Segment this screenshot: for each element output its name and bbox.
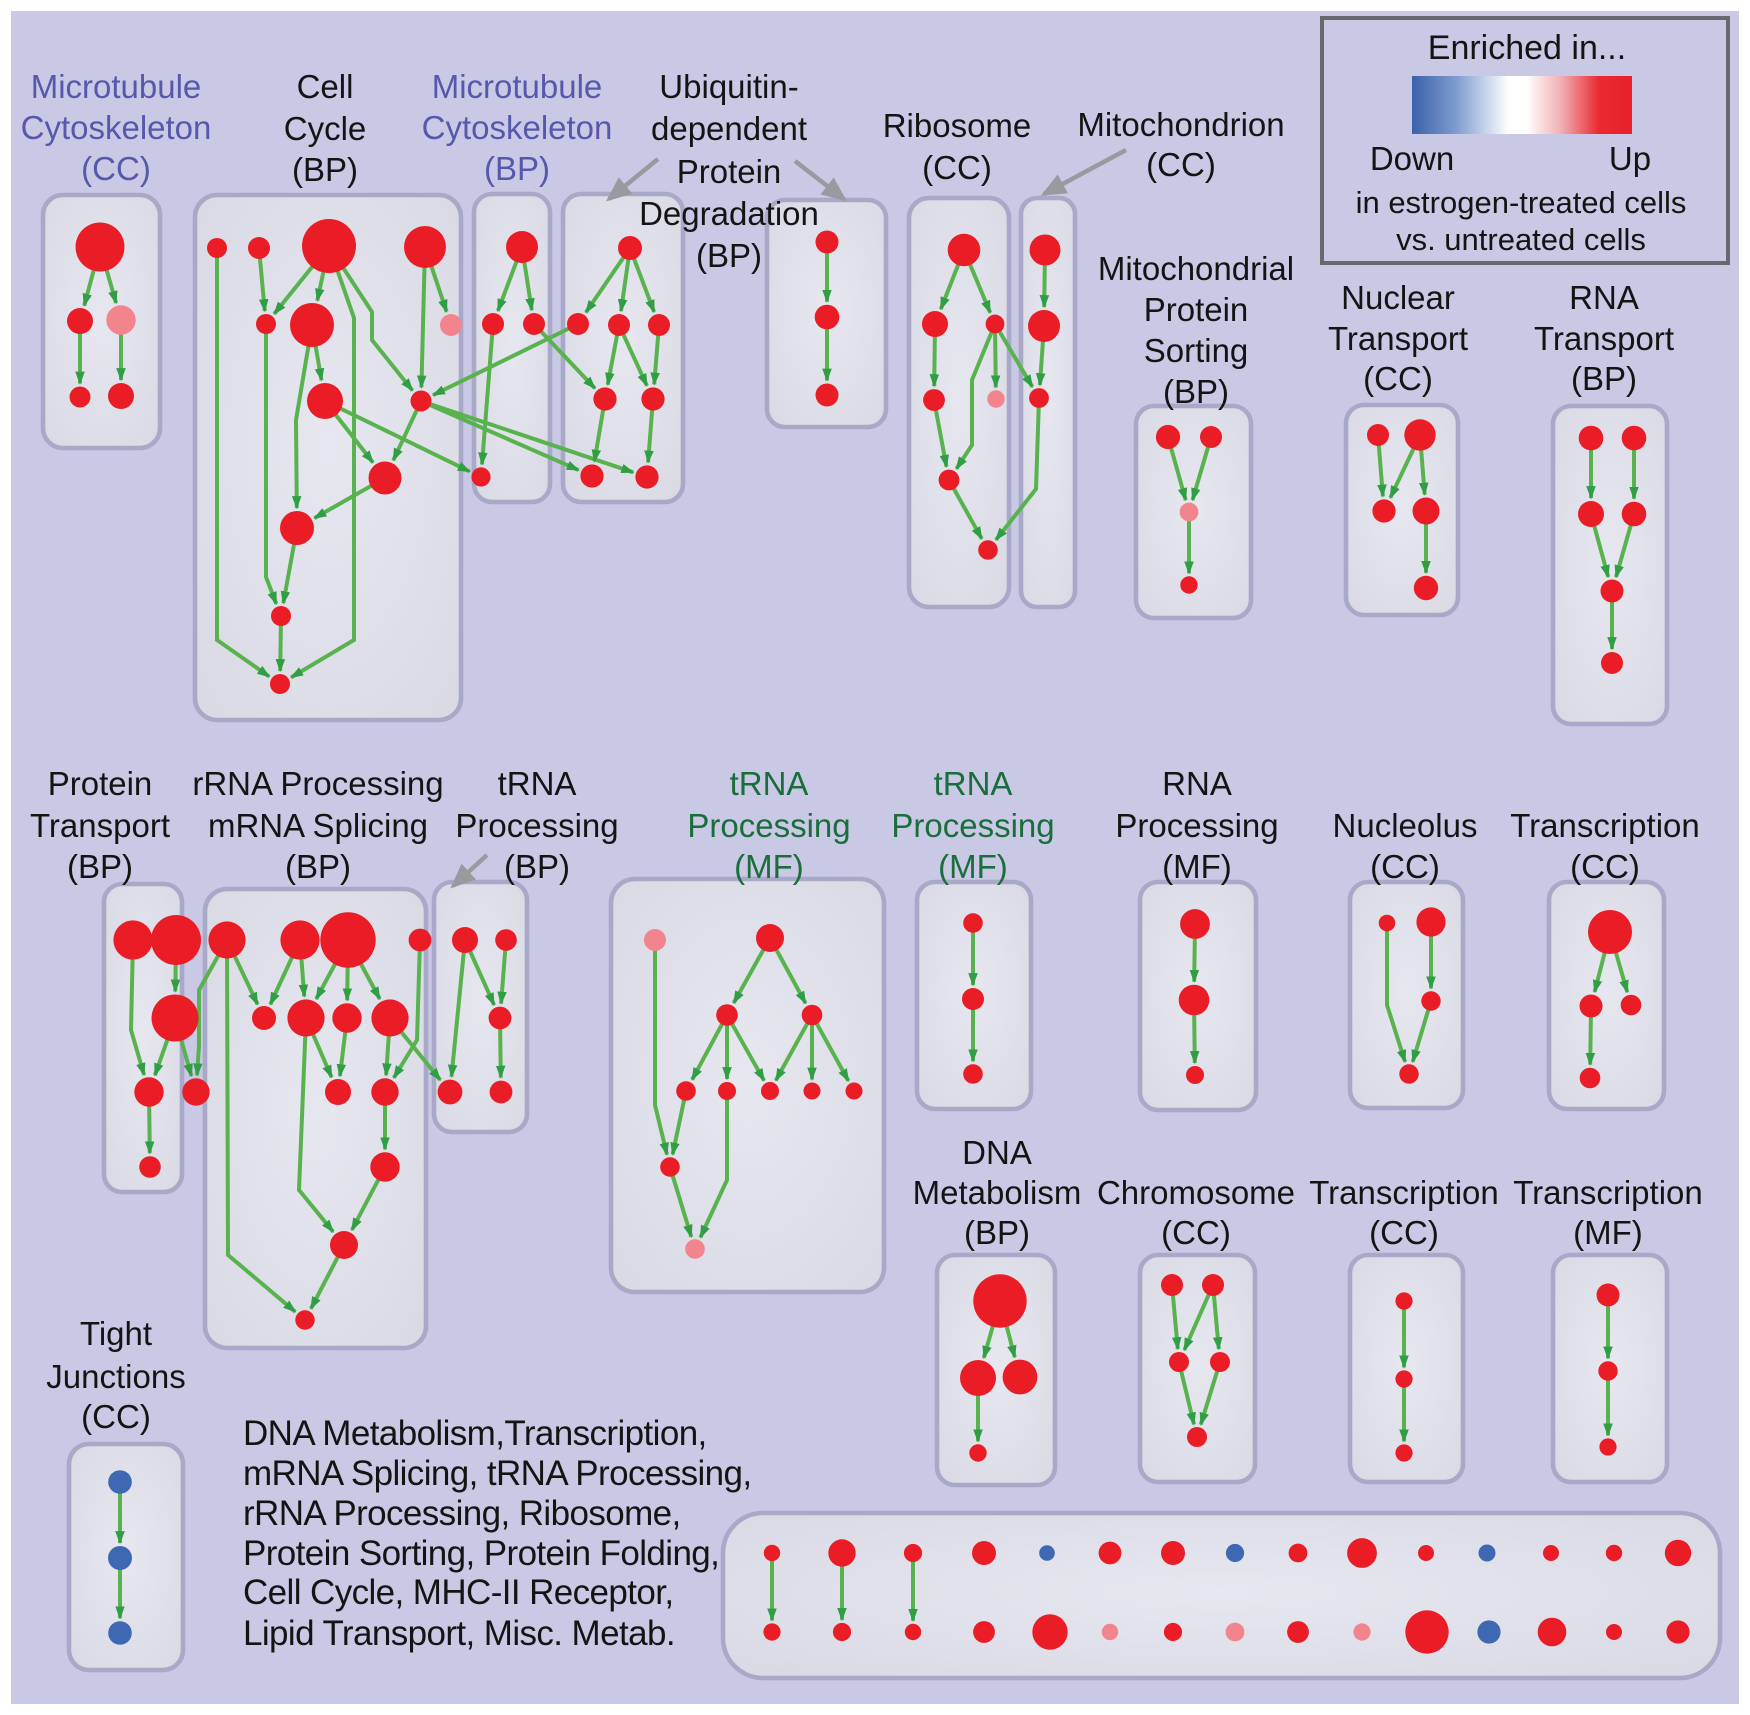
svg-text:Transport: Transport [1534,320,1674,357]
svg-text:Mitochondrial: Mitochondrial [1098,250,1294,287]
svg-text:(BP): (BP) [1163,373,1229,410]
svg-text:Processing: Processing [455,807,618,844]
svg-text:Microtubule: Microtubule [432,68,603,105]
svg-text:(BP): (BP) [292,151,358,188]
svg-text:DNA Metabolism,Transcription,: DNA Metabolism,Transcription, [243,1414,707,1453]
svg-text:(MF): (MF) [1573,1214,1643,1251]
svg-text:Nucleolus: Nucleolus [1333,807,1478,844]
svg-text:(BP): (BP) [964,1214,1030,1251]
svg-text:Transcription: Transcription [1510,807,1700,844]
svg-text:Transport: Transport [30,807,170,844]
svg-text:(CC): (CC) [1363,360,1433,397]
svg-text:Protein: Protein [677,153,782,190]
svg-text:(BP): (BP) [285,848,351,885]
svg-text:in estrogen-treated cells: in estrogen-treated cells [1356,185,1687,220]
svg-text:Ribosome: Ribosome [883,107,1032,144]
svg-text:Cell: Cell [297,68,354,105]
svg-text:vs. untreated cells: vs. untreated cells [1396,222,1646,257]
svg-text:(CC): (CC) [922,149,992,186]
svg-text:(CC): (CC) [1570,848,1640,885]
svg-text:(MF): (MF) [1162,848,1232,885]
svg-text:(BP): (BP) [1571,360,1637,397]
svg-text:Degradation: Degradation [639,195,819,232]
svg-text:(CC): (CC) [81,1398,151,1435]
svg-text:RNA: RNA [1569,279,1639,316]
svg-text:(BP): (BP) [504,848,570,885]
svg-text:RNA: RNA [1162,765,1232,802]
svg-text:Tight: Tight [80,1315,152,1352]
svg-text:mRNA Splicing: mRNA Splicing [208,807,428,844]
svg-text:tRNA: tRNA [934,765,1013,802]
svg-text:Metabolism: Metabolism [913,1174,1082,1211]
svg-text:Ubiquitin-: Ubiquitin- [659,68,798,105]
svg-text:Cytoskeleton: Cytoskeleton [21,109,212,146]
svg-text:Cell Cycle, MHC-II Receptor,: Cell Cycle, MHC-II Receptor, [243,1573,674,1612]
svg-text:Junctions: Junctions [46,1358,185,1395]
svg-text:Up: Up [1609,140,1651,177]
svg-text:Down: Down [1370,140,1454,177]
svg-text:tRNA: tRNA [730,765,809,802]
svg-text:Transcription: Transcription [1309,1174,1499,1211]
svg-text:mRNA Splicing, tRNA Processing: mRNA Splicing, tRNA Processing, [243,1454,752,1493]
svg-text:rRNA Processing, Ribosome,: rRNA Processing, Ribosome, [243,1494,681,1533]
svg-text:Processing: Processing [1115,807,1278,844]
svg-text:Nuclear: Nuclear [1341,279,1455,316]
svg-text:(CC): (CC) [1146,146,1216,183]
svg-text:(CC): (CC) [1370,848,1440,885]
svg-text:Protein: Protein [48,765,153,802]
svg-text:Microtubule: Microtubule [31,68,202,105]
svg-text:Chromosome: Chromosome [1097,1174,1295,1211]
svg-text:Processing: Processing [891,807,1054,844]
svg-text:(MF): (MF) [938,848,1008,885]
svg-text:Protein: Protein [1144,291,1249,328]
svg-text:Transport: Transport [1328,320,1468,357]
svg-text:Lipid Transport, Misc. Metab.: Lipid Transport, Misc. Metab. [243,1614,675,1653]
svg-text:Sorting: Sorting [1144,332,1249,369]
svg-text:Processing: Processing [687,807,850,844]
svg-text:(BP): (BP) [484,150,550,187]
svg-text:DNA: DNA [962,1134,1032,1171]
svg-text:(CC): (CC) [81,150,151,187]
svg-text:Cycle: Cycle [284,110,367,147]
svg-text:Cytoskeleton: Cytoskeleton [422,109,613,146]
svg-text:(MF): (MF) [734,848,804,885]
svg-text:(BP): (BP) [696,237,762,274]
svg-text:(CC): (CC) [1161,1214,1231,1251]
svg-text:dependent: dependent [651,110,807,147]
svg-text:Protein Sorting, Protein Foldi: Protein Sorting, Protein Folding, [243,1534,719,1573]
svg-text:(BP): (BP) [67,848,133,885]
svg-text:rRNA Processing: rRNA Processing [192,765,443,802]
svg-text:tRNA: tRNA [498,765,577,802]
svg-text:Enriched in...: Enriched in... [1428,29,1626,67]
svg-text:Transcription: Transcription [1513,1174,1703,1211]
svg-text:Mitochondrion: Mitochondrion [1077,106,1284,143]
svg-text:(CC): (CC) [1369,1214,1439,1251]
